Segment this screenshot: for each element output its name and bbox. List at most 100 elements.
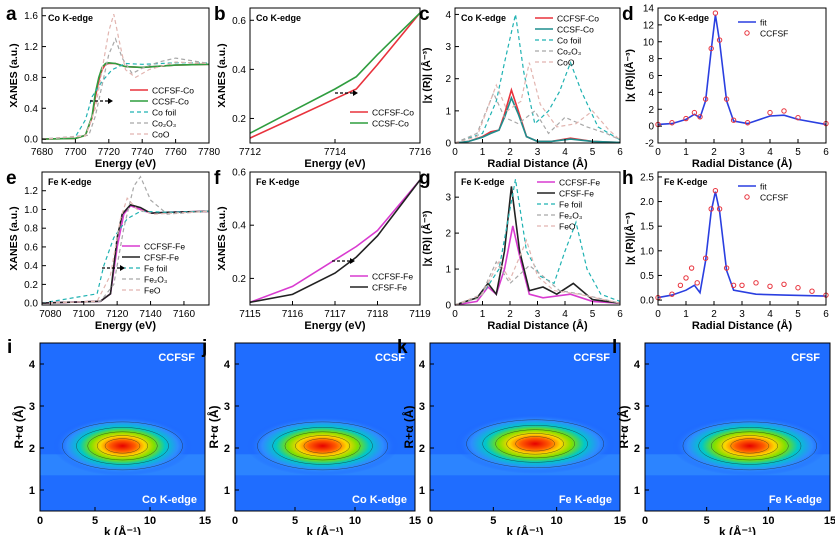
y-axis-label: XANES (a.u.) [8, 43, 20, 107]
y-axis-label: R+α (Å) [11, 405, 26, 448]
x-tick-label: 5 [590, 147, 596, 158]
x-tick-label: 6 [617, 309, 623, 320]
y-tick-label: 1 [419, 485, 425, 497]
heatmap-peak [455, 413, 615, 474]
y-tick-label: 4 [648, 88, 654, 99]
y-tick-label: 1 [224, 485, 230, 497]
contour-line [506, 433, 564, 455]
legend-entry: FeO [144, 286, 161, 296]
plot-frame [41, 171, 210, 306]
x-axis-label: Radial Distance (Å) [487, 157, 588, 170]
plot-frame [41, 7, 210, 144]
data-point [730, 117, 737, 123]
y-tick-label: 1.0 [24, 205, 38, 216]
series-line [657, 14, 827, 126]
arrow-head-icon [108, 98, 113, 104]
data-point [669, 120, 675, 126]
y-tick-label: 0.8 [24, 224, 38, 235]
series-line [249, 179, 421, 304]
plot-frame [234, 342, 416, 512]
data-point [716, 37, 723, 43]
x-tick-label: 0 [655, 147, 661, 158]
x-tick-label: 0 [427, 515, 433, 527]
panel-j: CCSF Co K-edge 0 5 10 15 1 2 3 4 k (Å⁻¹) R+α (Å) j [201, 337, 421, 535]
series-line [454, 238, 621, 306]
legend-entry: Fe₂O₃ [559, 211, 582, 221]
x-tick-label: 5 [795, 309, 801, 320]
series-line [41, 197, 210, 304]
x-axis-label: Energy (eV) [95, 158, 156, 170]
data-point [691, 109, 698, 116]
data-point [809, 288, 815, 294]
x-tick-label: 2 [711, 147, 717, 158]
y-tick-label: -2 [645, 139, 654, 150]
y-tick-label: 2 [224, 443, 230, 455]
y-tick-label: 3 [445, 42, 451, 53]
data-point [744, 120, 751, 126]
y-tick-label: 0.2 [24, 280, 38, 291]
y-tick-label: 4 [445, 10, 451, 21]
data-point [781, 108, 787, 114]
y-tick-label: 3 [29, 401, 35, 413]
legend-entry: CFSF-Fe [559, 189, 594, 199]
x-tick-label: 7714 [324, 147, 347, 158]
y-axis-label: |χ (R)|(Å⁻³) [623, 49, 636, 102]
y-tick-label: 1 [634, 485, 640, 497]
y-tick-label: 10 [643, 37, 655, 48]
y-tick-label: 2 [419, 443, 425, 455]
y-tick-label: 12 [643, 20, 655, 31]
plot-area [42, 8, 209, 143]
data-point [767, 109, 773, 116]
x-tick-label: 4 [767, 147, 773, 158]
legend-entry: Fe foil [144, 264, 167, 274]
sample-label: CCFSF [158, 352, 195, 364]
edge-note: Co K-edge [256, 13, 301, 23]
panel-i: CCFSF Co K-edge 0 5 10 15 1 2 3 4 k (Å⁻¹) R+α (Å) i [7, 337, 211, 535]
panel-b: 7712 7714 7716 0.2 0.4 0.6 Energy (eV) XANES (a… [214, 4, 432, 170]
y-axis-label: |χ (R)|(Å⁻³) [623, 212, 636, 265]
y-tick-label: 0.2 [232, 114, 246, 125]
x-tick-label: 7140 [139, 309, 162, 320]
edge-label: Fe K-edge [769, 494, 822, 506]
series-line [41, 61, 210, 140]
plot-area [658, 172, 826, 305]
data-point [716, 206, 723, 212]
contour-line [730, 438, 770, 454]
x-tick-label: 6 [823, 309, 829, 320]
panel-letter: a [6, 4, 17, 25]
y-tick-label: 0 [648, 122, 654, 133]
x-tick-label: 1 [480, 147, 486, 158]
y-tick-label: 3 [224, 401, 230, 413]
edge-note: Co K-edge [48, 13, 93, 23]
legend-entry: CCFSF-Co [557, 14, 599, 24]
plot-frame [644, 342, 831, 512]
x-tick-label: 0 [232, 515, 238, 527]
y-tick-label: 2.5 [640, 172, 654, 183]
edge-label: Co K-edge [352, 494, 407, 506]
series-line [454, 260, 621, 306]
x-tick-label: 4 [562, 309, 568, 320]
y-tick-label: 0.4 [232, 65, 246, 76]
data-point [677, 282, 684, 288]
legend-entry: CCFSF-Fe [372, 272, 413, 282]
x-axis-label: k (Å⁻¹) [307, 524, 344, 535]
x-tick-label: 7716 [409, 147, 432, 158]
x-tick-label: 1 [683, 147, 689, 158]
legend-entry: CoO [152, 130, 170, 140]
sample-label: CCFSF [573, 352, 610, 364]
y-tick-label: 1 [445, 106, 451, 117]
y-tick-label: 0.0 [640, 296, 654, 307]
panel-letter: g [419, 168, 431, 189]
x-tick-label: 0 [452, 147, 458, 158]
y-tick-label: 1.0 [640, 246, 654, 257]
contour-line [272, 427, 373, 465]
contour-line [721, 435, 778, 457]
x-tick-label: 7720 [98, 147, 121, 158]
x-tick-label: 4 [767, 309, 773, 320]
panel-letter: e [6, 168, 17, 189]
x-tick-label: 6 [617, 147, 623, 158]
legend-marker [744, 30, 750, 36]
plot-area [250, 172, 420, 305]
data-point [795, 285, 801, 291]
